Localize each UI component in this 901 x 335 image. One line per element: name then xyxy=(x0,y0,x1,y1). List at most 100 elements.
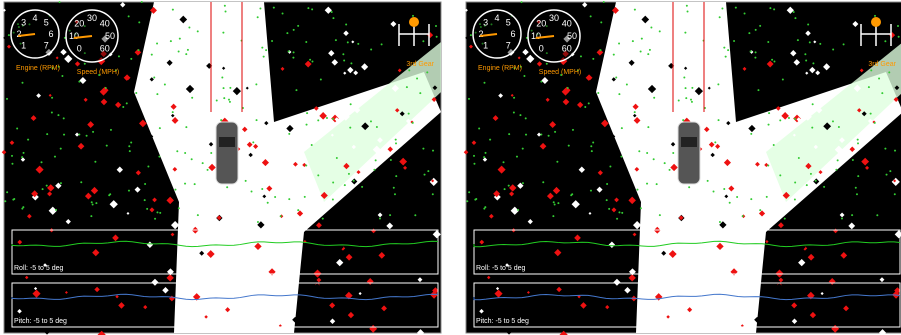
lidar-point xyxy=(332,198,334,200)
lidar-point xyxy=(874,122,876,124)
gauge-tick-label: 1 xyxy=(21,40,26,50)
lidar-point xyxy=(406,86,408,88)
lidar-point xyxy=(759,209,761,211)
lidar-point xyxy=(63,134,65,136)
lidar-point xyxy=(263,56,265,58)
lidar-point xyxy=(788,117,790,119)
lidar-point xyxy=(727,49,729,51)
lidar-point xyxy=(517,209,519,211)
lidar-point xyxy=(691,87,693,89)
lidar-point xyxy=(159,212,161,214)
lidar-point xyxy=(309,59,311,61)
lidar-point xyxy=(656,183,658,185)
lidar-point xyxy=(757,89,759,91)
lidar-point xyxy=(897,25,899,27)
lidar-point xyxy=(84,63,86,65)
lidar-point xyxy=(304,196,306,198)
lidar-point xyxy=(884,148,886,150)
lidar-point xyxy=(412,122,414,124)
vehicle xyxy=(678,122,700,184)
lidar-point xyxy=(540,133,542,135)
lidar-point xyxy=(523,75,525,77)
lidar-point xyxy=(46,185,48,187)
lidar-point xyxy=(714,141,716,143)
lidar-point xyxy=(256,119,258,121)
lidar-point xyxy=(106,145,108,147)
gauge-tick-label: 6 xyxy=(48,29,53,39)
lidar-point xyxy=(557,202,559,204)
lidar-point xyxy=(797,39,799,41)
lidar-point xyxy=(297,25,299,27)
lidar-point xyxy=(286,32,288,34)
lidar-point xyxy=(723,188,725,190)
lidar-point xyxy=(718,119,720,121)
lidar-point xyxy=(503,161,505,163)
lidar-point xyxy=(130,58,132,60)
lidar-point xyxy=(794,198,796,200)
lidar-point xyxy=(590,145,592,147)
lidar-point xyxy=(306,112,308,114)
lidar-point xyxy=(188,27,190,29)
lidar-point xyxy=(16,127,18,129)
lidar-point xyxy=(91,201,93,203)
lidar-point xyxy=(147,166,149,168)
lidar-point xyxy=(343,59,345,61)
lidar-point xyxy=(395,139,397,141)
lidar-point xyxy=(194,183,196,185)
lidar-point xyxy=(832,48,834,50)
lidar-point xyxy=(95,202,97,204)
lidar-point xyxy=(653,97,655,99)
lidar-point xyxy=(271,40,273,42)
lidar-point xyxy=(525,134,527,136)
lidar-point xyxy=(798,157,800,159)
lidar-point xyxy=(306,124,308,126)
lidar-point xyxy=(144,183,146,185)
lidar-point xyxy=(478,127,480,129)
gauge-tick-label: 5 xyxy=(44,18,49,28)
lidar-point xyxy=(42,188,44,190)
lidar-point xyxy=(522,182,524,184)
gauge-tick-label: 7 xyxy=(506,40,511,50)
lidar-point xyxy=(513,111,515,113)
lidar-point xyxy=(348,173,350,175)
lidar-point xyxy=(468,191,470,193)
lidar-point xyxy=(57,114,59,116)
lidar-point xyxy=(320,78,322,80)
lidar-point xyxy=(812,62,814,64)
lidar-point xyxy=(870,113,872,115)
lidar-point xyxy=(768,124,770,126)
lidar-point xyxy=(473,163,475,165)
lidar-point xyxy=(178,50,180,52)
lidar-point xyxy=(373,169,375,171)
lidar-point xyxy=(713,191,715,193)
lidar-point xyxy=(4,200,6,202)
lidar-point xyxy=(245,180,247,182)
lidar-point xyxy=(184,183,186,185)
lidar-point xyxy=(331,11,333,13)
lidar-point xyxy=(771,59,773,61)
lidar-point xyxy=(894,150,896,152)
lidar-point xyxy=(224,5,226,7)
lidar-point xyxy=(78,81,80,83)
gear-indicator xyxy=(409,17,419,27)
gear-label: 3rd Gear xyxy=(868,61,896,68)
lidar-point xyxy=(686,5,688,7)
lidar-point xyxy=(27,139,29,141)
lidar-point xyxy=(812,103,814,105)
lidar-point xyxy=(618,93,620,95)
lidar-point xyxy=(361,186,363,188)
lidar-point xyxy=(556,161,558,163)
lidar-point xyxy=(282,13,284,15)
lidar-point xyxy=(311,60,313,62)
gauge-tick-label: 20 xyxy=(536,18,546,28)
gauge-label: Engine (RPM) xyxy=(478,65,522,72)
lidar-point xyxy=(474,199,476,201)
lidar-point xyxy=(615,77,617,79)
lidar-point xyxy=(229,101,231,103)
lidar-point xyxy=(898,36,900,38)
lidar-point xyxy=(350,103,352,105)
lidar-point xyxy=(394,193,396,195)
lidar-point xyxy=(621,212,623,214)
lidar-point xyxy=(837,159,839,161)
lidar-point xyxy=(466,200,468,202)
